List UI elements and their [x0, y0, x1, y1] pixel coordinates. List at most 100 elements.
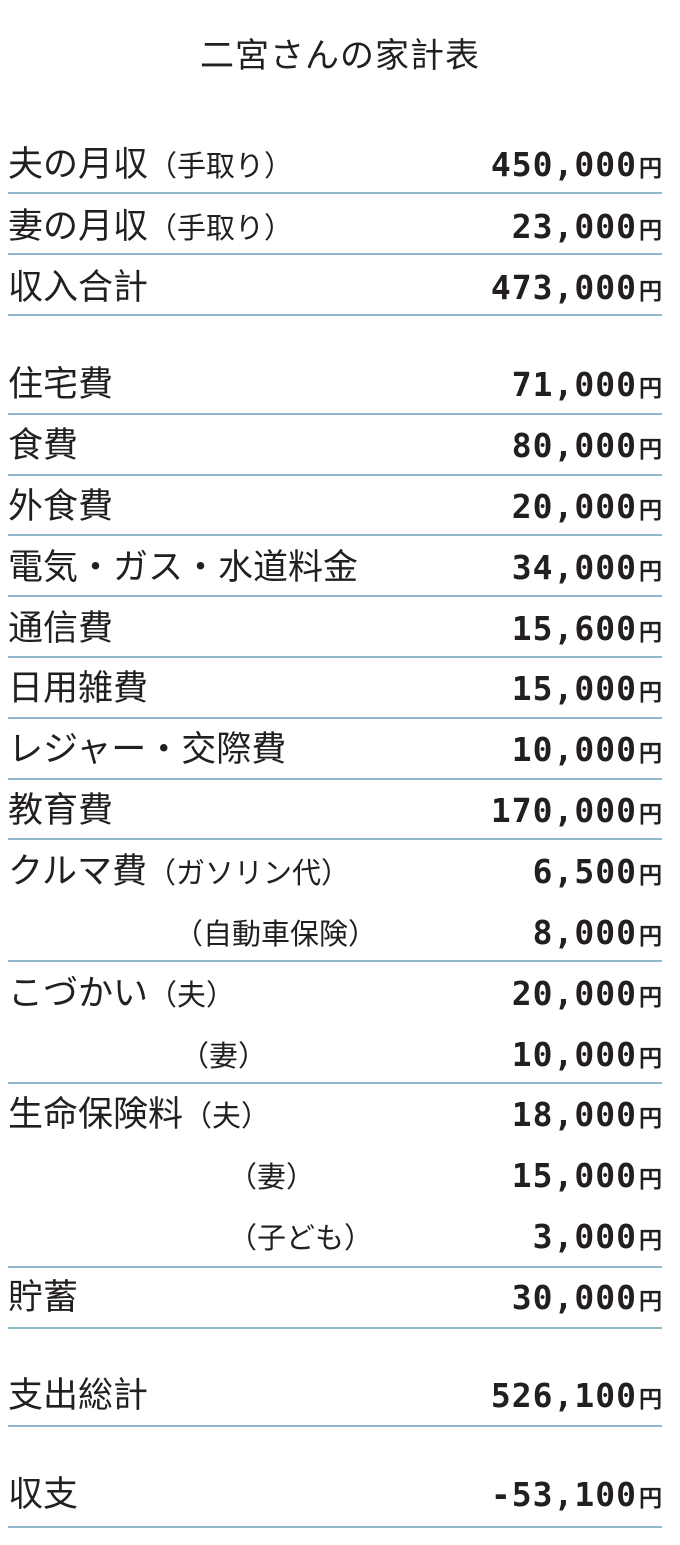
amount-unit: 円	[639, 985, 662, 1011]
row-label-main: 支出総計	[8, 1376, 149, 1416]
amount-value: 34,000	[511, 548, 637, 587]
row-amount: 30,000円	[512, 1276, 662, 1326]
amount-value: 23,000	[511, 207, 637, 246]
row-divider	[8, 1327, 662, 1329]
row-divider	[8, 838, 662, 840]
row-divider	[8, 1082, 662, 1084]
row-divider	[8, 1526, 662, 1528]
table-row: （子ども） 3,000円	[8, 1215, 662, 1259]
amount-unit: 円	[639, 802, 662, 828]
amount-value: 10,000	[511, 730, 637, 769]
amount-value: 15,000	[511, 669, 637, 708]
row-label: こづかい（夫）	[8, 972, 235, 1017]
amount-value: 170,000	[490, 791, 637, 830]
table-row: 住宅費 71,000円	[8, 363, 662, 407]
amount-unit: 円	[639, 1046, 662, 1072]
table-row: レジャー・交際費 10,000円	[8, 728, 662, 772]
amount-unit: 円	[639, 156, 662, 182]
row-amount: 71,000円	[512, 363, 662, 413]
amount-unit: 円	[639, 1289, 662, 1315]
table-row: 教育費 170,000円	[8, 789, 662, 833]
row-amount: 450,000円	[491, 143, 662, 193]
row-label-main: 夫の月収	[8, 145, 149, 185]
row-divider	[8, 192, 662, 194]
row-divider	[8, 474, 662, 476]
row-label-main: こづかい	[8, 974, 149, 1014]
row-label-sub: （手取り）	[148, 149, 294, 183]
table-row: 夫の月収（手取り） 450,000円	[8, 143, 662, 187]
row-label-main: 収入合計	[8, 268, 149, 308]
row-amount: 8,000円	[533, 911, 662, 961]
row-divider	[8, 253, 662, 255]
row-label-sub: （手取り）	[148, 211, 294, 245]
amount-unit: 円	[639, 924, 662, 950]
row-label-main: 貯蓄	[8, 1278, 79, 1318]
table-row: 収入合計 473,000円	[8, 266, 662, 310]
row-label: 教育費	[8, 789, 113, 833]
row-amount: 18,000円	[512, 1093, 662, 1143]
row-amount: 34,000円	[512, 546, 662, 596]
amount-value: 80,000	[511, 426, 637, 465]
row-amount: 20,000円	[512, 972, 662, 1022]
table-row: 日用雑費 15,000円	[8, 667, 662, 711]
amount-value: 526,100	[490, 1376, 637, 1415]
row-amount: 473,000円	[491, 266, 662, 316]
amount-unit: 円	[639, 1387, 662, 1413]
row-divider	[8, 1266, 662, 1268]
amount-unit: 円	[639, 680, 662, 706]
amount-value: 10,000	[511, 1035, 637, 1074]
row-divider	[8, 960, 662, 962]
amount-value: 8,000	[532, 913, 637, 952]
row-label-main: 収支	[8, 1475, 79, 1515]
row-label: 住宅費	[8, 363, 113, 407]
row-amount: 10,000円	[512, 1033, 662, 1083]
amount-value: 71,000	[511, 365, 637, 404]
row-label-main: 生命保険料	[8, 1095, 184, 1135]
amount-unit: 円	[639, 279, 662, 305]
amount-unit: 円	[639, 863, 662, 889]
row-amount: -53,100円	[491, 1473, 662, 1523]
page-title: 二宮さんの家計表	[200, 36, 480, 76]
row-label-main: 外食費	[8, 487, 114, 527]
row-amount: 10,000円	[512, 728, 662, 778]
amount-value: 20,000	[511, 974, 637, 1013]
row-label-sub: （子ども）	[228, 1221, 374, 1255]
amount-unit: 円	[639, 218, 662, 244]
row-label: 外食費	[8, 485, 113, 529]
row-label: （妻）	[228, 1154, 315, 1199]
row-divider	[8, 534, 662, 536]
row-label: 収支	[8, 1473, 78, 1517]
row-label: クルマ費（ガソリン代）	[8, 850, 350, 895]
row-divider	[8, 717, 662, 719]
table-row: （妻） 15,000円	[8, 1154, 662, 1198]
row-label: 収入合計	[8, 266, 148, 310]
amount-value: 20,000	[511, 487, 637, 526]
row-amount: 15,600円	[512, 607, 662, 657]
row-divider	[8, 314, 662, 316]
row-amount: 526,100円	[491, 1374, 662, 1424]
row-label: （妻）	[180, 1033, 267, 1078]
amount-unit: 円	[639, 1106, 662, 1132]
amount-value: 15,000	[511, 1156, 637, 1195]
row-label-sub: （自動車保険）	[174, 917, 378, 951]
table-row: 外食費 20,000円	[8, 485, 662, 529]
table-row: 収支 -53,100円	[8, 1473, 662, 1517]
table-row: 妻の月収（手取り） 23,000円	[8, 205, 662, 249]
row-label: 通信費	[8, 607, 113, 651]
table-row: 通信費 15,600円	[8, 607, 662, 651]
row-label-main: 電気・ガス・水道料金	[8, 548, 359, 588]
row-label: 日用雑費	[8, 667, 148, 711]
row-label: 生命保険料（夫）	[8, 1093, 270, 1138]
row-divider	[8, 595, 662, 597]
row-label: 貯蓄	[8, 1276, 78, 1320]
amount-unit: 円	[639, 437, 662, 463]
amount-value: -53,100	[490, 1475, 637, 1514]
row-label-sub: （夫）	[148, 978, 236, 1012]
row-amount: 15,000円	[512, 1154, 662, 1204]
amount-unit: 円	[639, 376, 662, 402]
amount-value: 6,500	[532, 852, 637, 891]
row-amount: 80,000円	[512, 424, 662, 474]
row-amount: 15,000円	[512, 667, 662, 717]
row-label: 食費	[8, 424, 78, 468]
row-label-sub: （妻）	[180, 1039, 268, 1073]
